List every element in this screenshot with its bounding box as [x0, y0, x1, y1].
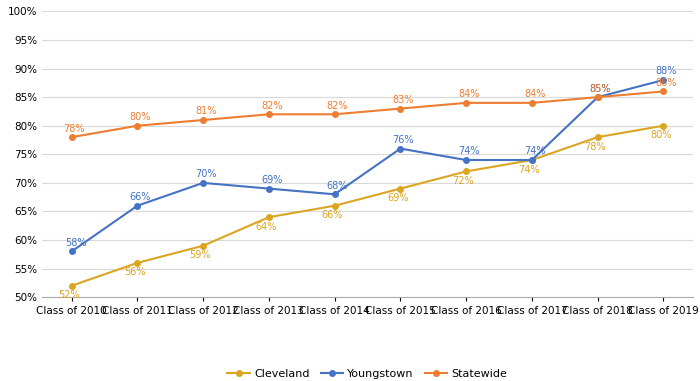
Cleveland [462, 169, 470, 174]
Statewide [462, 101, 470, 105]
Text: 59%: 59% [190, 250, 211, 260]
Text: 58%: 58% [65, 238, 87, 248]
Youngstown [199, 181, 207, 185]
Statewide [199, 118, 207, 122]
Cleveland [67, 283, 76, 288]
Cleveland [330, 203, 339, 208]
Text: 85%: 85% [589, 83, 611, 94]
Youngstown [330, 192, 339, 197]
Youngstown [133, 203, 141, 208]
Text: 68%: 68% [327, 181, 348, 191]
Cleveland [133, 261, 141, 265]
Text: 70%: 70% [195, 169, 216, 179]
Text: 74%: 74% [458, 146, 480, 157]
Cleveland [659, 123, 668, 128]
Text: 80%: 80% [130, 112, 150, 122]
Cleveland [396, 186, 405, 191]
Text: 86%: 86% [655, 78, 677, 88]
Legend: Cleveland, Youngstown, Statewide: Cleveland, Youngstown, Statewide [223, 364, 512, 381]
Text: 64%: 64% [256, 222, 276, 232]
Text: 80%: 80% [650, 130, 671, 140]
Text: 81%: 81% [195, 106, 216, 117]
Text: 82%: 82% [261, 101, 282, 111]
Youngstown [462, 158, 470, 162]
Cleveland [199, 243, 207, 248]
Statewide [330, 112, 339, 117]
Youngstown [265, 186, 273, 191]
Line: Statewide: Statewide [69, 89, 666, 140]
Text: 83%: 83% [393, 95, 414, 105]
Cleveland [528, 158, 536, 162]
Text: 69%: 69% [261, 175, 282, 185]
Text: 82%: 82% [327, 101, 348, 111]
Statewide [396, 106, 405, 111]
Text: 78%: 78% [64, 123, 85, 134]
Text: 56%: 56% [124, 267, 146, 277]
Statewide [133, 123, 141, 128]
Text: 76%: 76% [393, 135, 414, 145]
Youngstown [528, 158, 536, 162]
Text: 66%: 66% [130, 192, 150, 202]
Youngstown [659, 78, 668, 82]
Text: 52%: 52% [58, 290, 80, 300]
Text: 74%: 74% [519, 165, 540, 174]
Text: 74%: 74% [524, 146, 545, 157]
Cleveland [594, 135, 602, 139]
Text: 84%: 84% [458, 89, 480, 99]
Text: 69%: 69% [387, 193, 408, 203]
Text: 72%: 72% [452, 176, 474, 186]
Youngstown [396, 146, 405, 151]
Text: 88%: 88% [655, 66, 677, 77]
Cleveland [265, 215, 273, 219]
Text: 78%: 78% [584, 142, 606, 152]
Text: 84%: 84% [524, 89, 545, 99]
Statewide [594, 95, 602, 99]
Line: Youngstown: Youngstown [69, 77, 666, 254]
Statewide [659, 89, 668, 94]
Statewide [67, 135, 76, 139]
Text: 85%: 85% [589, 83, 611, 94]
Text: 66%: 66% [321, 210, 342, 220]
Youngstown [67, 249, 76, 254]
Line: Cleveland: Cleveland [69, 123, 666, 288]
Statewide [265, 112, 273, 117]
Youngstown [594, 95, 602, 99]
Statewide [528, 101, 536, 105]
